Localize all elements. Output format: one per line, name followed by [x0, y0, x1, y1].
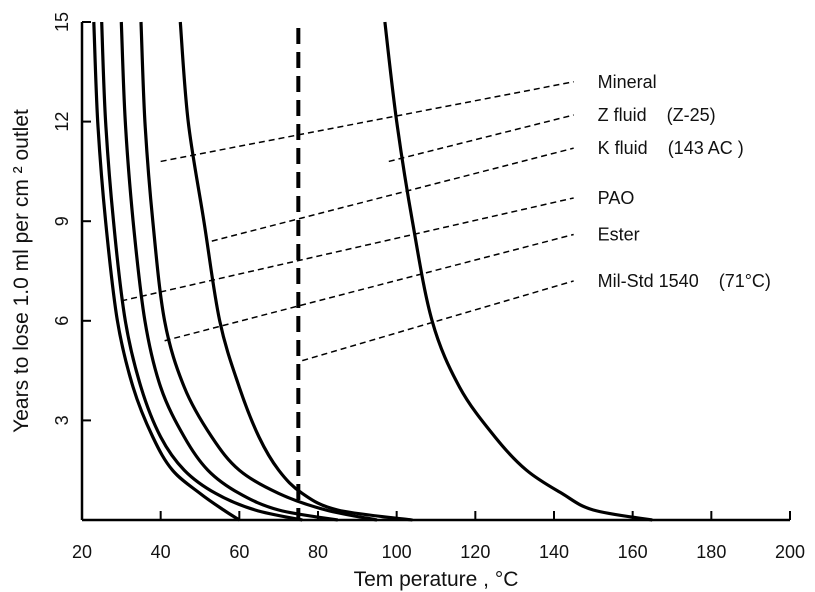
- y-axis-title: Years to lose 1.0 ml per cm ² outlet: [10, 109, 33, 433]
- annotation-leader: [211, 147, 574, 242]
- x-tick-label: 180: [696, 542, 726, 562]
- y-ticks: 3 6 9 12 15: [52, 12, 91, 425]
- annotation-leader: [160, 81, 574, 163]
- x-tick-label: 100: [382, 542, 412, 562]
- series-curves: [92, 21, 653, 522]
- x-tick-label: 200: [775, 542, 805, 562]
- y-tick-label: 9: [52, 216, 72, 226]
- x-tick-label: 20: [72, 542, 92, 562]
- annotation-leader: [164, 233, 574, 342]
- axes: [80, 22, 790, 522]
- x-tick-label: 160: [618, 542, 648, 562]
- annotation-leader: [121, 197, 574, 302]
- series-line-1: [92, 21, 241, 522]
- x-tick-label: 120: [460, 542, 490, 562]
- annotation-label: Mineral: [598, 72, 657, 92]
- y-tick-label: 6: [52, 316, 72, 326]
- annotation-leader: [302, 280, 574, 362]
- annotation-label: PAO: [598, 188, 635, 208]
- y-tick-label: 3: [52, 415, 72, 425]
- series-line-4: [139, 21, 378, 522]
- x-tick-label: 40: [151, 542, 171, 562]
- annotation-leader: [388, 114, 574, 163]
- y-tick-label: 15: [52, 12, 72, 32]
- annotation-leaders: Mineral Z fluid (Z-25) K fluid (143 AC ) PA…: [121, 72, 771, 362]
- x-tick-label: 140: [539, 542, 569, 562]
- annotation-label: Ester: [598, 224, 640, 244]
- series-line-3: [119, 21, 338, 522]
- annotation-label: K fluid (143 AC ): [598, 138, 744, 158]
- annotation-label: Z fluid (Z-25): [598, 105, 716, 125]
- series-line-2: [100, 21, 303, 522]
- annotation-label: Mil-Std 1540 (71°C): [598, 271, 771, 291]
- x-tick-label: 80: [308, 542, 328, 562]
- x-axis-title: Tem perature , °C: [354, 568, 519, 591]
- x-ticks: 20 40 60 80 100 120 140 160 180 200: [72, 511, 805, 562]
- x-tick-label: 60: [229, 542, 249, 562]
- y-tick-label: 12: [52, 112, 72, 132]
- series-line-5: [178, 21, 413, 522]
- series-line-6: [383, 21, 653, 522]
